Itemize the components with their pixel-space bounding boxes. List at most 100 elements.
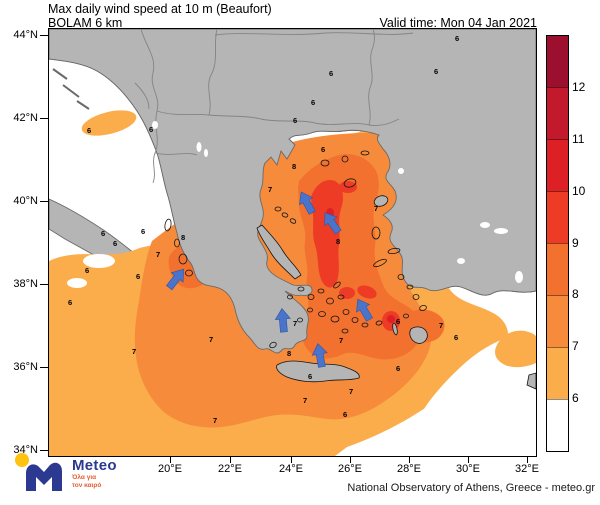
logo-brand: Meteo bbox=[72, 457, 117, 474]
colorbar-tick-label: 6 bbox=[572, 391, 579, 406]
colorbar-segment bbox=[547, 36, 568, 87]
meteo-logo: Meteo Όλα για τον καιρό bbox=[12, 447, 117, 497]
dalmatian-islands bbox=[52, 68, 90, 110]
colorbar-tick-label: 12 bbox=[572, 79, 586, 94]
lon-tick-label: 24°E bbox=[279, 463, 303, 475]
valid-time: Valid time: Mon 04 Jan 2021 bbox=[379, 16, 537, 30]
lon-tick-label: 30°E bbox=[456, 463, 480, 475]
small-islands bbox=[164, 150, 427, 349]
meteo-logo-mark bbox=[15, 453, 62, 491]
contour-label: 7 bbox=[132, 347, 136, 356]
lon-tick-mark bbox=[409, 456, 410, 463]
contour-label: 6 bbox=[454, 333, 458, 342]
wind-direction-arrows bbox=[166, 191, 373, 368]
euboea-island bbox=[256, 224, 302, 280]
logo-tagline-1: Όλα για bbox=[72, 474, 97, 481]
lakes-layer bbox=[152, 121, 523, 283]
lat-tick-mark bbox=[40, 284, 48, 285]
calm-patch bbox=[83, 254, 115, 268]
lat-tick-label: 38°N bbox=[13, 278, 38, 290]
lon-tick-label: 28°E bbox=[397, 463, 421, 475]
contour-label: 6 bbox=[136, 272, 140, 281]
contour-label: 7 bbox=[374, 204, 378, 213]
colorbar-tick-label: 10 bbox=[572, 183, 586, 198]
contour-label: 7 bbox=[439, 321, 443, 330]
wind-patch bbox=[81, 110, 137, 136]
lon-tick-label: 22°E bbox=[218, 463, 242, 475]
lon-tick-mark bbox=[468, 456, 469, 463]
lon-tick-label: 20°E bbox=[158, 463, 182, 475]
model-label: BOLAM 6 km bbox=[48, 16, 123, 30]
contour-label: 7 bbox=[349, 387, 353, 396]
colorbar-segment bbox=[547, 243, 568, 295]
contour-label: 7 bbox=[213, 416, 217, 425]
lat-tick-mark bbox=[40, 201, 48, 202]
lesbos-island bbox=[373, 195, 389, 207]
contour-label: 6 bbox=[329, 69, 333, 78]
lon-tick-label: 32°E bbox=[515, 463, 539, 475]
wind-region-bft9 bbox=[311, 179, 343, 288]
wind-patch-cyprus-area bbox=[495, 330, 536, 368]
lat-tick-mark bbox=[40, 450, 48, 451]
contour-label: 6 bbox=[113, 239, 117, 248]
wind-arrow bbox=[274, 308, 291, 333]
colorbar-segment bbox=[547, 191, 568, 243]
lat-tick-mark bbox=[40, 367, 48, 368]
wind-arrow bbox=[324, 212, 342, 235]
contour-label: 6 bbox=[87, 126, 91, 135]
calm-patch bbox=[67, 278, 87, 288]
contour-label: 7 bbox=[268, 185, 272, 194]
lat-tick-label: 34°N bbox=[13, 444, 38, 456]
lat-tick-label: 42°N bbox=[13, 112, 38, 124]
colorbar-tick-label: 8 bbox=[572, 287, 579, 302]
colorbar-tick-label: 7 bbox=[572, 339, 579, 354]
colorbar-segment bbox=[547, 87, 568, 139]
contour-label: 6 bbox=[149, 125, 153, 134]
colorbar-tick-label: 9 bbox=[572, 235, 579, 250]
contour-label: 6 bbox=[396, 364, 400, 373]
lon-tick-mark bbox=[230, 456, 231, 463]
cyprus-tip bbox=[526, 372, 536, 390]
contour-label: 6 bbox=[141, 227, 145, 236]
crete-island bbox=[276, 360, 360, 383]
logo-tagline-2: τον καιρό bbox=[72, 481, 102, 489]
wind-arrow bbox=[299, 191, 316, 215]
contour-label: 6 bbox=[311, 98, 315, 107]
calm-overlays bbox=[51, 243, 536, 456]
rhodes-island bbox=[409, 326, 428, 344]
wind-patch bbox=[387, 315, 395, 323]
karpathos-island bbox=[392, 322, 398, 336]
wind-patch bbox=[339, 287, 355, 299]
lat-tick-label: 44°N bbox=[13, 29, 38, 41]
map-title: Max daily wind speed at 10 m (Beaufort) bbox=[48, 2, 272, 16]
wind-arrow bbox=[311, 343, 328, 368]
colorbar-tick-label: 11 bbox=[572, 131, 585, 146]
contour-label: 8 bbox=[181, 233, 185, 242]
lon-tick-mark bbox=[170, 456, 171, 463]
contour-label: 7 bbox=[156, 250, 160, 259]
contour-label: 8 bbox=[292, 162, 296, 171]
contour-label: 8 bbox=[287, 349, 291, 358]
colorbar bbox=[546, 35, 569, 452]
wind-arrow bbox=[356, 298, 373, 322]
contour-label: 8 bbox=[336, 237, 340, 246]
wind-patch bbox=[357, 285, 377, 299]
contour-label: 7 bbox=[209, 335, 213, 344]
colorbar-segment bbox=[547, 295, 568, 347]
lon-tick-mark bbox=[291, 456, 292, 463]
contour-label: 7 bbox=[303, 396, 307, 405]
lat-tick-label: 40°N bbox=[13, 195, 38, 207]
contour-label: 6 bbox=[455, 34, 459, 43]
contour-label: 6 bbox=[101, 229, 105, 238]
contour-label: 6 bbox=[321, 145, 325, 154]
logo-dot bbox=[15, 453, 29, 467]
colorbar-segment bbox=[547, 399, 568, 451]
contour-label: 6 bbox=[68, 298, 72, 307]
border-layer bbox=[134, 29, 414, 184]
island-layer bbox=[164, 150, 536, 390]
contour-label: 6 bbox=[85, 266, 89, 275]
